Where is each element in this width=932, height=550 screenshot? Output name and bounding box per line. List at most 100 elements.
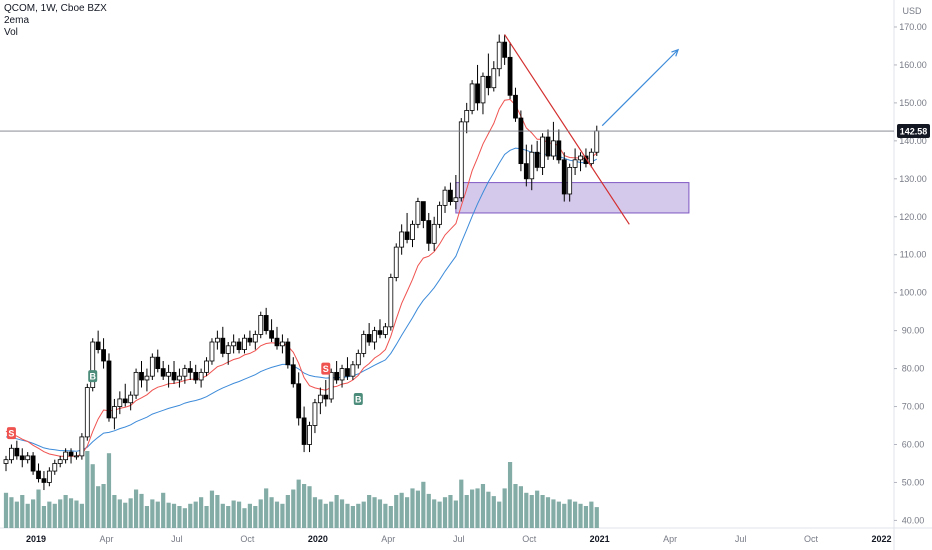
volume-bar — [220, 503, 225, 528]
candle-body — [469, 83, 475, 111]
volume-bar — [74, 500, 79, 528]
time-tick-label: 2019 — [26, 534, 46, 544]
candle — [437, 201, 443, 229]
volume-bar — [264, 488, 269, 528]
candle — [133, 368, 139, 399]
candle — [301, 406, 307, 453]
legend-volume-indicator[interactable]: Vol — [4, 27, 18, 38]
volume-bar — [578, 503, 583, 528]
candle-body — [561, 159, 567, 195]
volume-bar — [155, 501, 160, 528]
price-tick-label: 40.00 — [902, 515, 925, 525]
candle-body — [420, 201, 426, 221]
price-tick-label: 140.00 — [899, 136, 927, 146]
candle-body — [139, 371, 144, 381]
volume-bar — [161, 492, 166, 528]
volume-bar — [258, 499, 263, 528]
legend-symbol-title[interactable]: QCOM, 1W, Cboe BZX — [4, 3, 107, 14]
volume-bar — [339, 499, 345, 528]
volume-bar — [285, 495, 290, 528]
candle-body — [19, 455, 25, 461]
candle-body — [431, 223, 437, 244]
candle-body — [334, 371, 340, 381]
candle-body — [106, 360, 112, 419]
candle-body — [458, 121, 464, 199]
candle-body — [345, 368, 350, 377]
candle-body — [410, 223, 415, 240]
candle — [545, 129, 551, 160]
candle — [485, 53, 491, 96]
candle — [551, 121, 556, 160]
candle — [117, 391, 123, 415]
volume-bar — [545, 497, 551, 528]
volume-bar — [459, 479, 464, 528]
candle-body — [393, 246, 399, 278]
time-tick-label: 2020 — [308, 534, 328, 544]
candle-body — [404, 231, 410, 240]
candle — [480, 72, 486, 115]
candle-body — [57, 459, 63, 464]
candle — [328, 368, 334, 403]
volume-bar — [388, 506, 393, 528]
candle — [317, 387, 323, 415]
volume-bar — [58, 499, 63, 528]
volume-bar — [470, 489, 475, 528]
volume-bar — [112, 495, 117, 528]
candle-body — [182, 368, 188, 377]
volume-bar — [9, 497, 14, 528]
volume-bar — [415, 490, 421, 528]
time-axis: 2019 Apr Jul Oct 2020 Apr Jul Oct 2021 Apr Jul Oct 2… — [26, 534, 892, 544]
volume-bar — [383, 503, 388, 528]
candle-body — [220, 337, 226, 354]
signal-badge-background — [321, 362, 331, 375]
candle-body — [583, 155, 589, 165]
volume-bar — [144, 506, 150, 528]
candle — [475, 64, 480, 111]
candle — [567, 163, 573, 202]
candle — [193, 364, 199, 384]
volume-bar — [448, 495, 453, 528]
candle — [404, 212, 410, 244]
volume-bar — [166, 502, 171, 528]
candle — [160, 360, 166, 380]
candle — [312, 398, 318, 434]
candle-body — [545, 136, 551, 157]
candle — [225, 342, 231, 365]
candle-body — [149, 356, 155, 377]
volume-bar — [188, 503, 193, 528]
candle — [496, 34, 502, 77]
candle-body — [350, 364, 356, 377]
volume-bar — [231, 500, 236, 528]
candle-body — [285, 341, 291, 366]
price-tick-label: 170.00 — [899, 22, 927, 32]
candle-body — [377, 330, 383, 335]
volume-bar — [518, 486, 523, 528]
volume-bar — [350, 506, 355, 528]
volume-bar — [123, 502, 128, 528]
candle — [507, 42, 513, 100]
candle-body — [52, 463, 58, 472]
candle — [63, 448, 69, 464]
volume-bar — [242, 508, 247, 528]
candle — [247, 330, 253, 346]
candle — [448, 182, 453, 206]
candle — [556, 129, 562, 164]
candle-body — [117, 398, 123, 407]
volume-bar — [524, 492, 529, 528]
last-price-label: 142.58 — [900, 127, 928, 137]
legend-ema-indicator[interactable]: 2ema — [4, 15, 30, 26]
candle-body — [355, 353, 361, 366]
volume-bar — [209, 490, 215, 528]
price-tick-label: 90.00 — [902, 326, 925, 336]
candle-body — [79, 436, 85, 457]
candle-body — [274, 337, 280, 347]
candle-body — [388, 277, 394, 328]
volume-bar — [562, 503, 567, 528]
candle — [187, 360, 193, 380]
volume-bar — [377, 499, 383, 528]
candle-body — [453, 197, 459, 202]
candle — [149, 353, 155, 380]
candle-body — [187, 368, 193, 373]
candle — [518, 110, 524, 172]
